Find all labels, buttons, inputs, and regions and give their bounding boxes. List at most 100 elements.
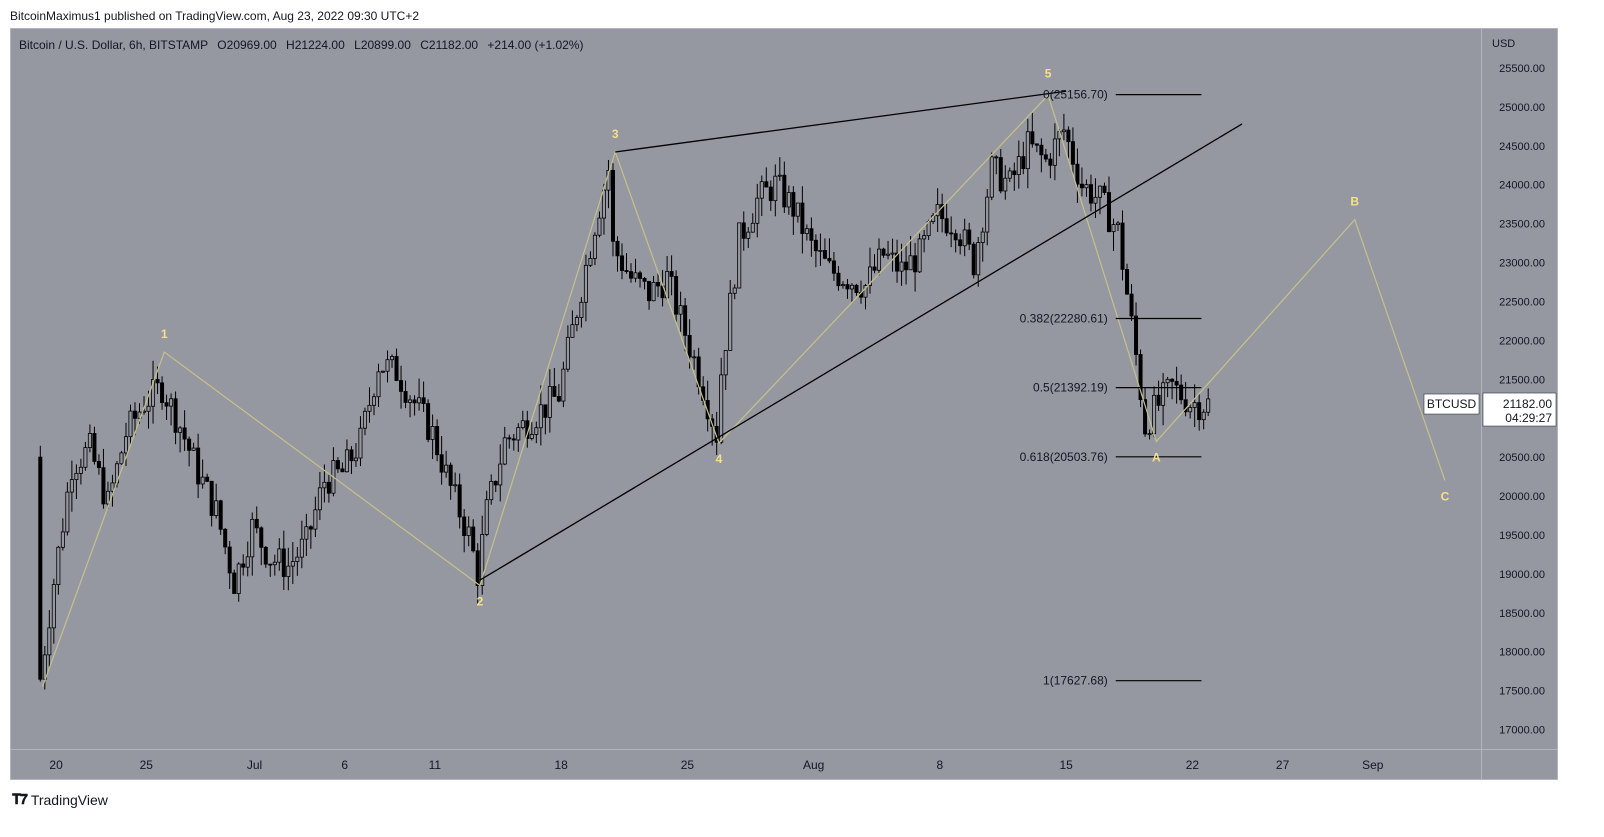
- price-axis[interactable]: [1482, 29, 1557, 749]
- candle-up: [922, 235, 927, 240]
- candle-up: [583, 264, 588, 303]
- price-tick-label: 21500.00: [1499, 374, 1545, 386]
- plot-area[interactable]: [11, 29, 1481, 749]
- candle-up: [385, 359, 390, 372]
- candle-up: [277, 548, 282, 563]
- fib-level-label: 0.5(21392.19): [1033, 381, 1108, 395]
- candle-down: [462, 516, 467, 536]
- candle-up: [1093, 196, 1098, 204]
- candle-up: [69, 479, 74, 493]
- candle-up: [299, 538, 304, 558]
- elliott-wave-path: [42, 94, 1446, 687]
- candle-up: [795, 202, 800, 217]
- candle-up: [123, 436, 128, 454]
- price-tick-label: 18500.00: [1499, 608, 1545, 620]
- candle-up: [877, 248, 882, 271]
- candle-up: [597, 217, 602, 236]
- candle-up: [362, 410, 367, 429]
- candle-up: [128, 410, 133, 438]
- candle-down: [953, 233, 958, 241]
- candle-down: [426, 403, 431, 440]
- candle-down: [281, 548, 286, 577]
- open-label: O: [217, 38, 227, 52]
- candle-down: [223, 528, 228, 548]
- candle-down: [994, 156, 999, 159]
- candle-down: [949, 232, 954, 235]
- candle-up: [484, 499, 489, 535]
- candle-up: [250, 518, 255, 558]
- candle-down: [173, 398, 178, 433]
- candle-down: [687, 334, 692, 358]
- wave-label-c: C: [1441, 489, 1450, 503]
- wave-label-b: B: [1350, 195, 1359, 209]
- time-tick-label: 25: [681, 758, 695, 772]
- fib-level-label: 1(17627.68): [1043, 674, 1108, 688]
- candle-down: [1197, 402, 1202, 421]
- candle-up: [980, 231, 985, 243]
- fib-level-label: 0(25156.70): [1043, 88, 1108, 102]
- time-axis[interactable]: [11, 750, 1557, 779]
- tradingview-mark-icon: 𝐓𝟕: [12, 791, 28, 807]
- candle-up: [917, 238, 922, 273]
- candle-up: [317, 487, 322, 511]
- candle-up: [169, 398, 174, 407]
- candle-down: [340, 468, 345, 473]
- price-tick-label: 23000.00: [1499, 258, 1545, 270]
- candle-down: [475, 550, 480, 586]
- candle-up: [863, 285, 868, 298]
- candle-down: [133, 410, 138, 419]
- candle-down: [836, 272, 841, 287]
- time-tick-label: 20: [49, 758, 63, 772]
- wave-label-2: 2: [477, 595, 484, 609]
- candle-up: [818, 250, 823, 252]
- candle-down: [335, 460, 340, 470]
- candle-up: [417, 397, 422, 404]
- price-tick-label: 22000.00: [1499, 335, 1545, 347]
- candle-up: [146, 405, 151, 412]
- candle-up: [1061, 129, 1066, 133]
- wedge-support-line: [479, 123, 1243, 581]
- candle-down: [940, 204, 945, 220]
- candle-up: [534, 427, 539, 435]
- candle-up: [1007, 170, 1012, 179]
- candle-up: [295, 556, 300, 563]
- candle-down: [705, 400, 710, 420]
- candle-down: [895, 252, 900, 272]
- close-label: C: [420, 38, 429, 52]
- candle-down: [218, 500, 223, 530]
- candle-up: [498, 463, 503, 486]
- candle-down: [1183, 399, 1188, 413]
- candle-up: [962, 229, 967, 247]
- candle-up: [899, 261, 904, 272]
- candle-up: [110, 482, 115, 492]
- last-price-badge: [1482, 392, 1557, 427]
- price-tick-label: 20500.00: [1499, 452, 1545, 464]
- candle-down: [971, 243, 976, 276]
- candle-down: [1120, 222, 1125, 270]
- candle-up: [547, 386, 552, 418]
- candle-up: [746, 231, 751, 239]
- candle-up: [65, 491, 70, 533]
- candle-down: [624, 270, 629, 272]
- candle-down: [160, 382, 165, 404]
- candle-down: [845, 284, 850, 290]
- price-tick-label: 22500.00: [1499, 296, 1545, 308]
- candle-up: [579, 301, 584, 318]
- tradingview-logo[interactable]: 𝐓𝟕 TradingView: [12, 791, 108, 808]
- wave-label-1: 1: [161, 327, 168, 341]
- candle-down: [669, 271, 674, 277]
- candle-down: [552, 386, 557, 397]
- candle-down: [1156, 394, 1161, 406]
- candle-down: [232, 572, 237, 594]
- candle-up: [1003, 177, 1008, 192]
- candle-up: [886, 253, 891, 256]
- candle-up: [408, 399, 413, 403]
- candle-up: [804, 228, 809, 234]
- candle-down: [831, 260, 836, 274]
- candle-up: [538, 404, 543, 429]
- time-tick-label: 15: [1059, 758, 1073, 772]
- candle-up: [51, 584, 56, 629]
- candle-down: [412, 399, 417, 404]
- open-value: 20969.00: [226, 38, 277, 52]
